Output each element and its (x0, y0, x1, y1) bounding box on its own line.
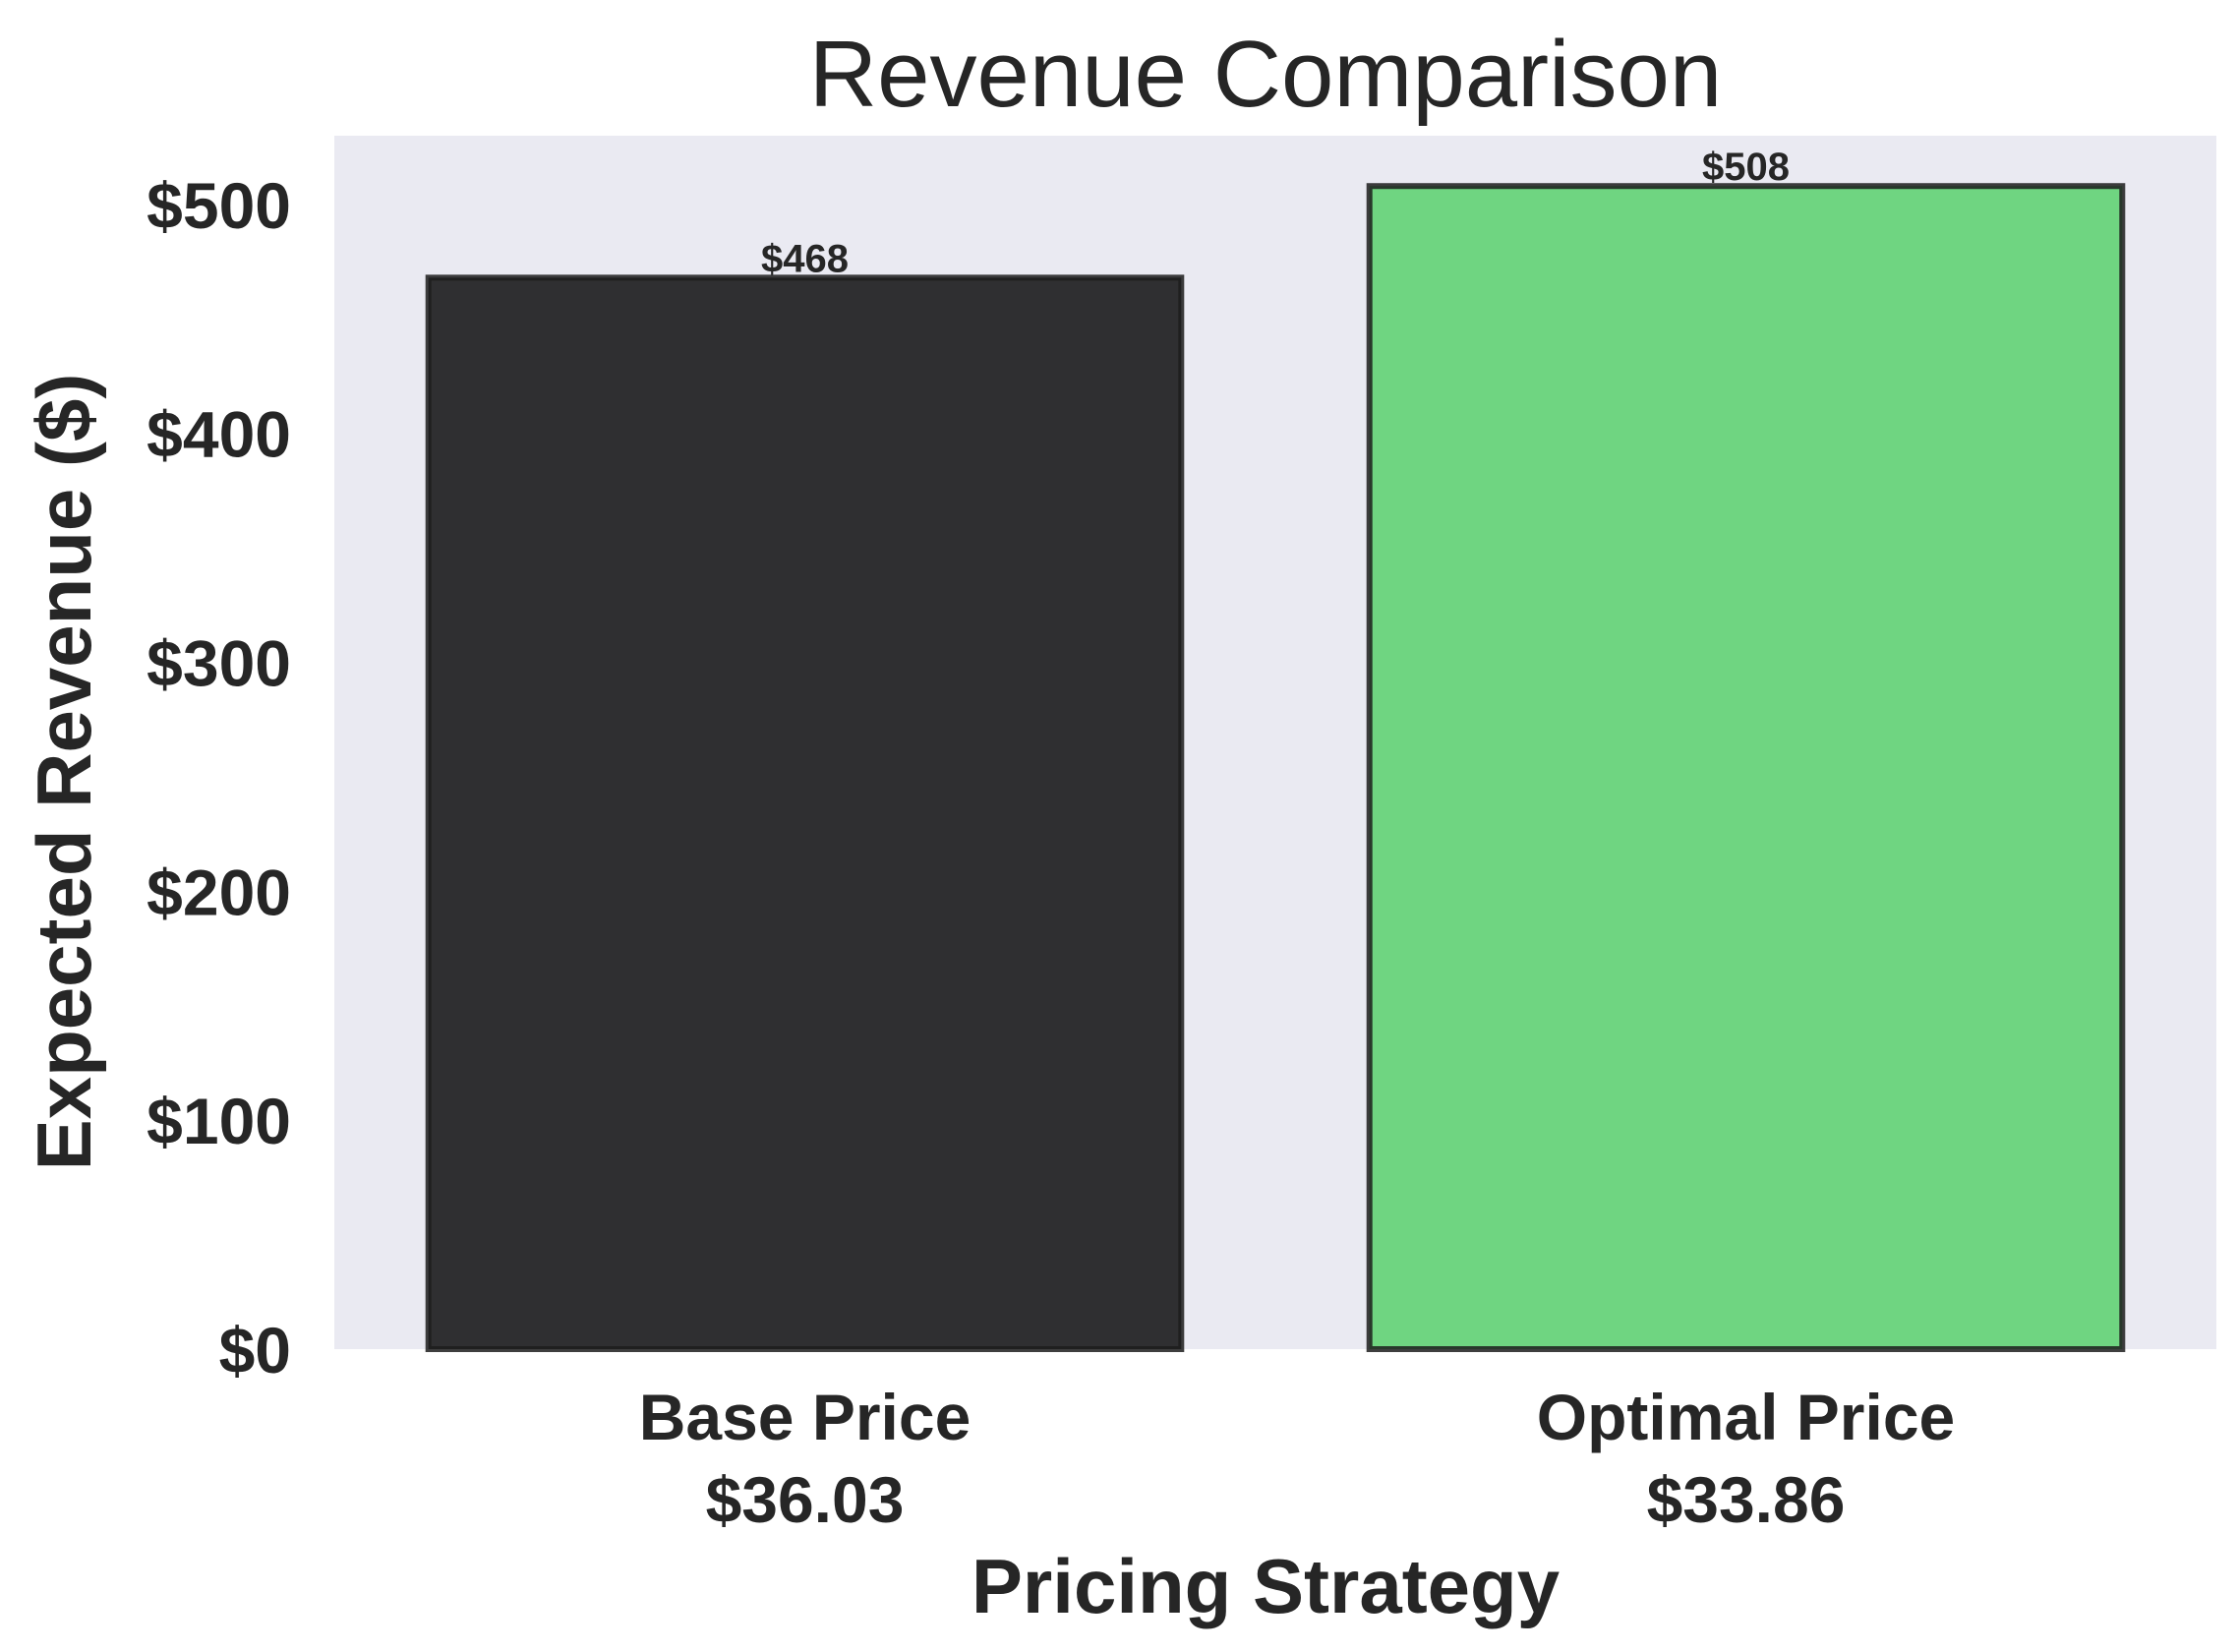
y-tick-label: $400 (147, 398, 291, 471)
x-axis-ticks: Base Price $36.03 Optimal Price $33.86 (639, 1381, 1956, 1536)
x-axis-label: Pricing Strategy (972, 1543, 1560, 1629)
y-tick-label: $300 (147, 627, 291, 700)
y-tick-label: $200 (147, 856, 291, 928)
chart-title: Revenue Comparison (809, 22, 1723, 127)
y-tick-label: $0 (219, 1314, 291, 1386)
bar-value-label: $508 (1702, 146, 1790, 189)
bar-1 (425, 274, 1185, 1352)
x-tick-label: Base Price (639, 1381, 972, 1453)
y-axis-label: Expected Revenue ($) (21, 374, 107, 1171)
x-tick-label: Optimal Price (1537, 1381, 1956, 1453)
x-tick-sublabel: $33.86 (1647, 1463, 1846, 1536)
bars-group (425, 183, 2126, 1352)
bar-value-labels: $468 $508 (761, 146, 1790, 280)
x-tick-sublabel: $36.03 (706, 1463, 905, 1536)
y-tick-label: $100 (147, 1085, 291, 1157)
y-axis-ticks: $0 $100 $200 $300 $400 $500 (147, 169, 291, 1386)
bar-value-label: $468 (761, 237, 849, 280)
y-tick-label: $500 (147, 169, 291, 242)
bar-2 (1366, 183, 2126, 1352)
